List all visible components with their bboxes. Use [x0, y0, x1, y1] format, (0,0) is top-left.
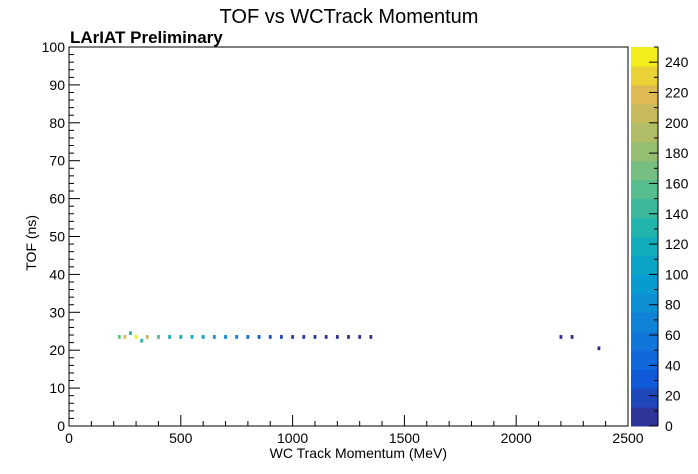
heatmap-cell — [235, 335, 239, 339]
y-tick-label: 70 — [49, 153, 65, 169]
color-band — [631, 217, 658, 237]
heatmap-cell — [335, 335, 339, 339]
heatmap-cell — [212, 335, 216, 339]
heatmap-cell — [291, 335, 294, 339]
heatmap-cell — [268, 335, 272, 339]
y-tick-label: 30 — [49, 304, 65, 320]
color-band — [631, 274, 658, 294]
y-axis-label: TOF (ns) — [23, 215, 39, 271]
heatmap-cell — [280, 335, 283, 339]
heatmap-cell — [190, 335, 194, 339]
x-tick-label: 2000 — [501, 430, 532, 446]
color-band — [631, 255, 658, 275]
heatmap-cell — [369, 335, 373, 339]
heatmap-cell — [168, 335, 172, 339]
color-band — [631, 198, 658, 219]
z-tick-label: 220 — [665, 84, 689, 100]
heatmap-cell — [140, 338, 144, 343]
z-tick-label: 40 — [665, 357, 681, 373]
z-tick-label: 60 — [665, 327, 681, 343]
y-tick-label: 20 — [49, 342, 65, 358]
color-band — [631, 407, 658, 427]
y-tick-label: 50 — [49, 229, 65, 245]
x-tick-label: 2500 — [612, 430, 643, 446]
color-band — [631, 331, 658, 351]
y-axis: 0 10 20 30 40 50 60 70 80 90 100 — [42, 39, 80, 434]
color-band — [631, 160, 658, 181]
heatmap-cell — [123, 335, 127, 339]
y-tick-label: 100 — [42, 39, 66, 55]
heatmap-cell — [313, 335, 317, 339]
z-tick-label: 100 — [665, 266, 689, 282]
chart-title: TOF vs WCTrack Momentum — [220, 6, 479, 28]
y-tick-label: 0 — [57, 418, 65, 434]
color-band — [631, 84, 658, 105]
heatmap-cell — [559, 335, 563, 339]
x-tick-label: 1000 — [277, 430, 308, 446]
x-tick-label: 0 — [65, 430, 73, 446]
heatmap-cell — [201, 335, 205, 339]
color-band — [631, 236, 658, 256]
color-band — [631, 103, 658, 124]
chart-annotation: LArIAT Preliminary — [70, 28, 223, 47]
heatmap-cell — [179, 335, 183, 339]
y-tick-label: 90 — [49, 77, 65, 93]
z-tick-label: 180 — [665, 145, 689, 161]
heatmap-cell — [324, 335, 328, 339]
color-band — [631, 293, 658, 313]
z-tick-label: 20 — [665, 388, 681, 404]
heatmap-cell — [358, 335, 362, 339]
color-band — [631, 65, 658, 86]
color-band — [631, 141, 658, 162]
heatmap-cells — [117, 331, 601, 351]
color-band — [631, 312, 658, 332]
x-axis: 0 500 1000 1500 2000 2500 — [65, 415, 644, 446]
y-tick-label: 10 — [49, 380, 65, 396]
heatmap-cell — [347, 335, 350, 339]
heatmap-cell — [246, 335, 250, 339]
color-scale-bar — [631, 47, 658, 427]
z-tick-label: 240 — [665, 54, 689, 70]
heatmap-cell — [257, 335, 261, 339]
color-band — [631, 47, 658, 67]
heatmap-cell — [597, 346, 601, 351]
heatmap-cell — [117, 335, 121, 339]
color-band — [631, 350, 658, 370]
color-band — [631, 122, 658, 143]
z-tick-label: 120 — [665, 236, 689, 252]
color-band — [631, 179, 658, 200]
x-tick-label: 1500 — [389, 430, 420, 446]
heatmap-cell — [145, 335, 149, 339]
color-band — [631, 369, 658, 389]
heatmap-cell — [224, 335, 227, 339]
heatmap-cell — [570, 335, 574, 339]
z-tick-label: 160 — [665, 175, 689, 191]
z-tick-label: 200 — [665, 115, 689, 131]
heatmap-cell — [134, 335, 138, 339]
color-scale-axis: 0 20 40 60 80 100 120 140 160 180 200 220 240 — [649, 46, 689, 434]
z-tick-label: 140 — [665, 206, 689, 222]
x-axis-label: WC Track Momentum (MeV) — [270, 445, 447, 461]
color-band — [631, 388, 658, 408]
x-tick-label: 500 — [169, 430, 193, 446]
z-tick-label: 80 — [665, 297, 681, 313]
heatmap-cell — [302, 335, 306, 339]
z-tick-label: 0 — [665, 418, 673, 434]
heatmap-cell — [157, 335, 160, 339]
y-tick-label: 80 — [49, 115, 65, 131]
y-tick-label: 40 — [49, 266, 65, 282]
plot-frame — [68, 46, 629, 427]
heatmap-cell — [129, 331, 132, 336]
y-tick-label: 60 — [49, 191, 65, 207]
